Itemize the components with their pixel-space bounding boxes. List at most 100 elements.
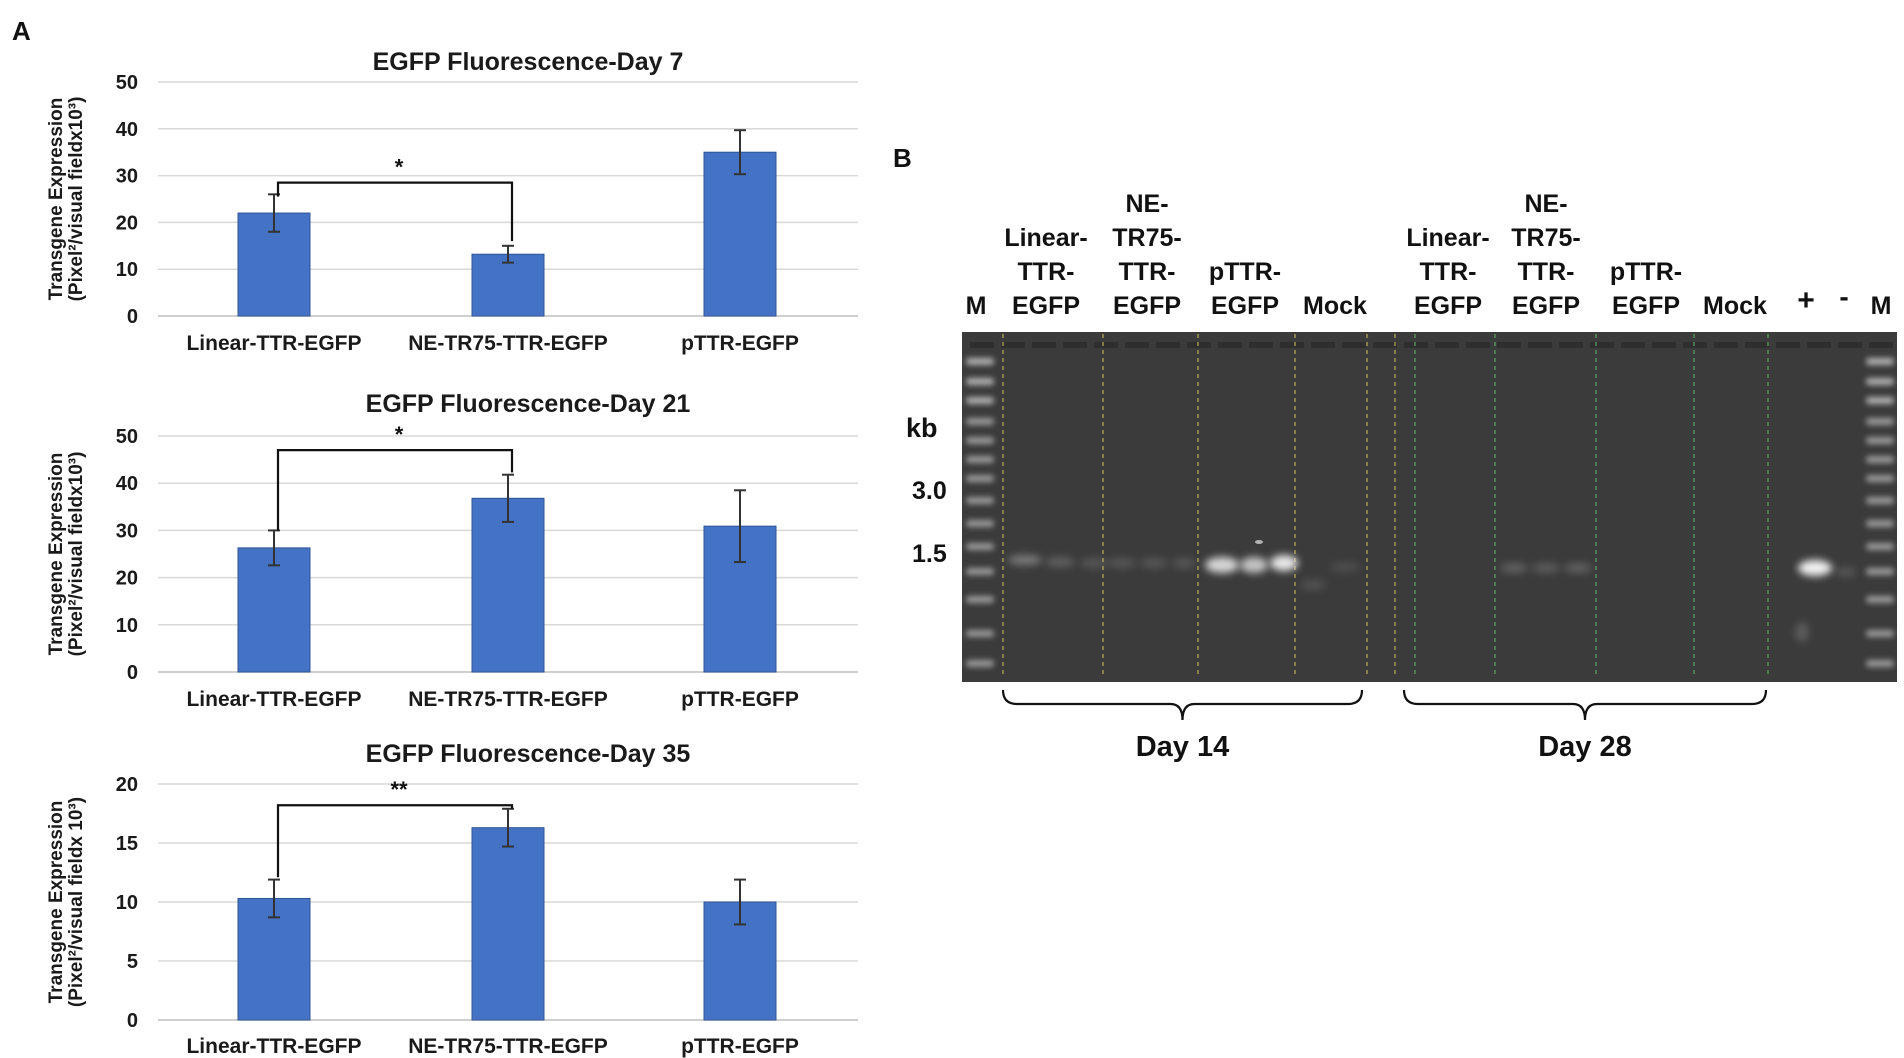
group-label: Day 14 [1136,731,1230,763]
ladder-band [1866,497,1894,504]
ladder-band [1866,378,1894,385]
y-tick-label: 0 [127,306,138,328]
y-axis-label: Transgene Expression(Pixel²/visual field… [46,797,87,1007]
x-tick-label: Linear-TTR-EGFP [186,688,361,711]
significance-bracket: * [276,155,514,242]
gel-band [1798,560,1832,576]
ladder-band [966,397,994,404]
bar-chart-day-21: EGFP Fluorescence-Day 21 Transgene Expres… [46,390,858,711]
gel-band [1045,557,1075,567]
gel-well [1311,342,1335,348]
marker-label-right: M [1871,292,1892,320]
size-label-3kb: 3.0 [912,477,947,505]
ladder-band [966,520,994,527]
gel-band [1172,558,1196,568]
y-tick-label: 30 [116,166,138,188]
lane-header-day28: NE-TR75-TTR-EGFP [1511,190,1580,320]
significance-label: * [395,422,404,447]
gel-well [1590,342,1614,348]
ladder-band [966,497,994,504]
gel-well [1094,342,1118,348]
gel-band [1564,563,1592,573]
gel-well [1125,342,1149,348]
x-tick-label: pTTR-EGFP [681,688,799,711]
ladder-band [1866,630,1894,637]
y-axis-label: Transgene Expression(Pixel²/visual field… [46,452,87,657]
gel-band [1500,563,1528,573]
y-tick-label: 10 [116,892,138,914]
lane-header-day28: Mock [1703,292,1767,320]
gel-band [1108,558,1136,568]
gel-well [1745,342,1769,348]
bar-chart-day-7: EGFP Fluorescence-Day 7 Transgene Express… [46,48,858,355]
gel-well [1280,342,1304,348]
ladder-band [966,475,994,482]
x-tick-label: pTTR-EGFP [681,332,799,355]
y-tick-label: 15 [116,833,138,855]
gel-well [1373,342,1397,348]
gel-band [1270,555,1298,571]
ladder-band [966,437,994,444]
ladder-band [966,418,994,425]
y-tick-label: 50 [116,72,138,94]
gel-well [1435,342,1459,348]
x-tick-label: Linear-TTR-EGFP [186,332,361,355]
lane-header-day14: Linear-TTR-EGFP [1004,224,1087,320]
bar-chart-day-35: EGFP Fluorescence-Day 35 Transgene Expres… [46,740,858,1058]
error-bar [734,489,746,564]
ladder-band [1866,437,1894,444]
gel-well [1652,342,1676,348]
size-label-1-5kb: 1.5 [912,540,947,568]
gel-background [962,332,1897,682]
ladder-band [1866,660,1894,667]
gel-band [1330,562,1360,572]
bar-ne-tr75-ttr-egfp [471,253,545,317]
ladder-band [1866,520,1894,527]
x-tick-label: Linear-TTR-EGFP [186,1035,361,1058]
ladder-band [966,660,994,667]
group-label: Day 28 [1538,731,1632,763]
ladder-band [1866,596,1894,603]
ladder-band [1866,358,1894,365]
ladder-band [966,630,994,637]
ladder-band [966,568,994,575]
ladder-band [966,596,994,603]
error-bar [734,129,746,176]
gel-well [1032,342,1056,348]
y-axis-label: Transgene Expression(Pixel²/visual field… [46,97,87,302]
lane-header-day14: pTTR-EGFP [1209,258,1281,320]
gel-band [1532,563,1560,573]
gel-well [1466,342,1490,348]
gel-artifact [1255,540,1263,544]
y-tick-label: 20 [116,212,138,234]
y-tick-label: 5 [127,951,138,973]
gel-well [1559,342,1583,348]
y-tick-label: 0 [127,1010,138,1032]
bar-ne-tr75-ttr-egfp [471,497,545,673]
error-bar [502,473,514,523]
chart-title: EGFP Fluorescence-Day 35 [366,740,691,768]
gel-well [1187,342,1211,348]
x-tick-label: NE-TR75-TTR-EGFP [408,688,608,711]
gel-electrophoresis-image: kb 3.0 1.5 Linear-TTR-EGFP NE-TR75-TTR-EGFP p… [906,190,1897,763]
gel-band [1008,555,1042,565]
y-tick-label: 10 [116,615,138,637]
gel-well [1776,342,1800,348]
x-tick-label: pTTR-EGFP [681,1035,799,1058]
ladder-band [1866,568,1894,575]
gel-well [1063,342,1087,348]
chart-title: EGFP Fluorescence-Day 7 [373,48,684,76]
ladder-band [966,378,994,385]
ladder-band [966,358,994,365]
ladder-band [966,543,994,550]
significance-bracket: ** [276,777,514,878]
gel-band [1140,558,1168,568]
error-bar [502,244,514,264]
bar-ne-tr75-ttr-egfp [471,827,545,1021]
gel-band [1836,567,1856,577]
y-tick-label: 50 [116,426,138,448]
y-tick-label: 0 [127,662,138,684]
negative-control-label: - [1839,281,1848,312]
gel-well [1001,342,1025,348]
marker-label-left: M [966,292,987,320]
